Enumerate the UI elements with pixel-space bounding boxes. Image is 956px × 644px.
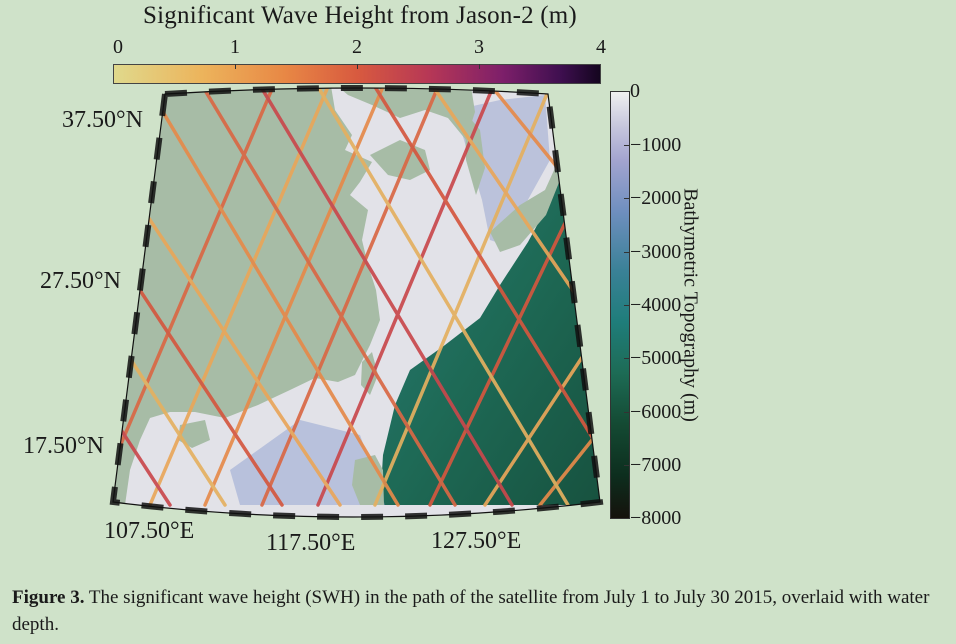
bathy-tickmark [624, 305, 630, 306]
bathy-tick-label: −7000 [630, 454, 682, 476]
bathy-tick-label: −2000 [630, 187, 682, 209]
satellite-track-line [256, 88, 514, 507]
longitude-label: 127.50°E [431, 528, 522, 554]
swh-tickmark [235, 64, 236, 69]
bathy-tick-label: −8000 [630, 507, 682, 529]
satellite-track-line [538, 428, 600, 507]
swh-tickmark [357, 64, 358, 69]
satellite-track-line [316, 88, 497, 507]
caption-text: The significant wave height (SWH) in the… [12, 587, 930, 635]
bathy-tick-label: −3000 [630, 241, 682, 263]
satellite-track-line [198, 88, 457, 507]
swh-tick-label: 1 [230, 36, 240, 58]
bathy-tick-label: 0 [630, 80, 640, 102]
caption-label: Figure 3. [12, 587, 85, 608]
latitude-label: 17.50°N [23, 433, 104, 459]
bathymetry-axis-label: Bathymetric Topography (m) [679, 188, 702, 422]
bathy-tickmark [624, 465, 630, 466]
satellite-track-line [143, 88, 400, 507]
swh-tickmark [479, 64, 480, 69]
hainan-island [178, 420, 210, 448]
korean-peninsula [465, 112, 485, 195]
latitude-label: 37.50°N [62, 107, 143, 133]
satellite-track-line [113, 388, 172, 507]
longitude-label: 107.50°E [104, 518, 195, 544]
deep-ocean-basin [380, 160, 600, 505]
swh-tick-label: 4 [596, 36, 606, 58]
bathy-tickmark [624, 358, 630, 359]
japan-islands [490, 168, 560, 252]
swh-colorbar-title: Significant Wave Height from Jason-2 (m) [143, 2, 577, 29]
satellite-track-line [118, 173, 342, 507]
taiwan-island [361, 352, 378, 395]
figure-caption: Figure 3. The significant wave height (S… [12, 584, 952, 638]
satellite-track-line [373, 88, 554, 507]
satellite-track-line [483, 328, 600, 507]
bathy-tick-label: −5000 [630, 347, 682, 369]
bathy-tickmark [624, 145, 630, 146]
longitude-label: 117.50°E [266, 530, 356, 556]
bathy-tickmark [624, 412, 630, 413]
bathy-tick-label: −4000 [630, 294, 682, 316]
swh-tick-label: 3 [474, 36, 484, 58]
map-frame-ticks [109, 85, 604, 520]
satellite-track-line [313, 88, 570, 507]
swh-tick-label: 2 [352, 36, 362, 58]
bathy-tickmark [624, 252, 630, 253]
bathy-tick-label: −1000 [630, 134, 682, 156]
satellite-track-line [370, 88, 600, 452]
bathy-tick-label: −6000 [630, 401, 682, 423]
swh-tick-label: 0 [113, 36, 123, 58]
latitude-label: 27.50°N [40, 268, 121, 294]
bathy-tickmark [624, 198, 630, 199]
